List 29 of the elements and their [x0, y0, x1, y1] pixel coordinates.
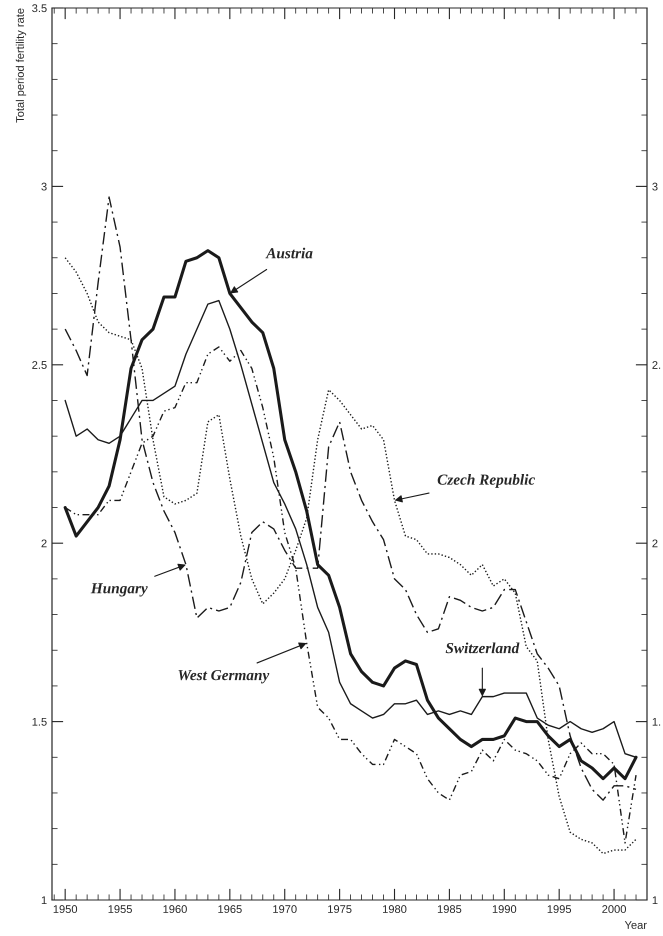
y-tick-label: 3.5: [32, 4, 47, 12]
annotation: Switzerland: [446, 642, 520, 654]
x-tick-label: 1985: [438, 905, 462, 914]
x-tick-label: 1950: [54, 905, 78, 914]
x-tick-label: 1960: [163, 905, 187, 914]
x-tick-label: 1980: [383, 905, 406, 914]
x-tick-label: 1995: [548, 905, 572, 914]
y2-tick-label: 1.: [652, 718, 660, 726]
y2-tick-label: 3: [652, 182, 658, 191]
x-tick-label: 1955: [108, 905, 132, 914]
x-tick-label: 2000: [602, 905, 626, 914]
x-tick-label: 1990: [492, 905, 516, 914]
y-tick-label: 1: [42, 896, 47, 904]
annotation: Austria: [265, 248, 313, 258]
annotation: West Germany: [178, 670, 270, 684]
y2-tick-label: 1: [652, 896, 658, 904]
x-tick-label: 1970: [273, 905, 297, 914]
y-tick-label: 2.5: [32, 361, 47, 369]
x-axis-title: Year: [624, 921, 647, 929]
y-tick-label: 1.5: [32, 718, 47, 726]
y-tick-label: 3: [41, 182, 47, 191]
y2-tick-label: 2: [652, 539, 658, 548]
y2-tick-label: 2.: [652, 361, 660, 369]
y-axis-title: Total period fertility rate: [16, 8, 26, 123]
x-tick-label: 1975: [328, 905, 352, 914]
x-tick-label: 1965: [218, 905, 242, 914]
y-tick-label: 2: [42, 539, 47, 548]
annotation: Czech Republic: [438, 474, 535, 488]
annotation: Hungary: [90, 583, 148, 597]
